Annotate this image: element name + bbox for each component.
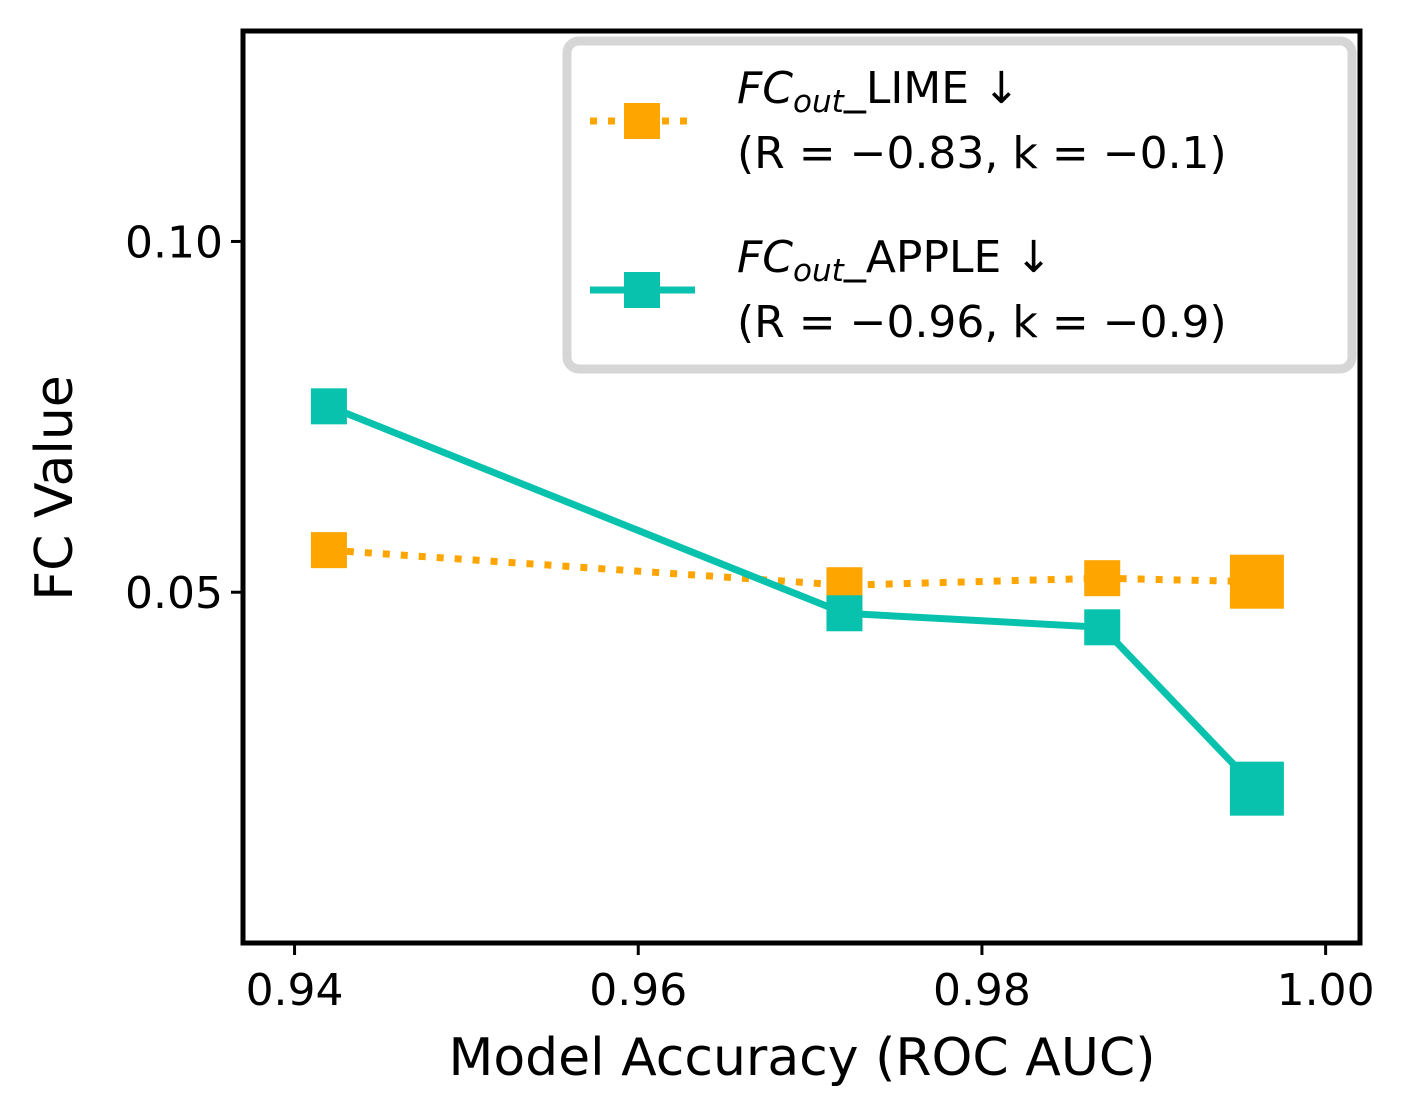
data-point-marker (310, 532, 347, 569)
legend-stats-0: (R = −0.83, k = −0.1) (737, 128, 1227, 179)
series-line-1 (327, 403, 1260, 792)
x-tick-label: 1.00 (1277, 965, 1375, 1016)
data-point-marker (310, 388, 347, 425)
legend: FCout_LIME ↓ (R = −0.83, k = −0.1) FCout_A… (562, 36, 1357, 374)
series-layer (310, 388, 1284, 816)
legend-label-0: FCout_LIME ↓ (737, 63, 1020, 120)
y-axis-label: FC Value (25, 375, 85, 601)
data-point-marker (1229, 554, 1284, 609)
x-axis-label: Model Accuracy (ROC AUC) (448, 1028, 1155, 1088)
x-tick-label: 0.98 (933, 965, 1031, 1016)
data-point-marker (1084, 609, 1121, 646)
legend-label-1: FCout_APPLE ↓ (737, 232, 1052, 289)
legend-marker-1 (624, 272, 660, 308)
plot-frame (240, 28, 1363, 946)
legend-marker-0 (624, 103, 660, 139)
y-tick-label: 0.10 (125, 217, 223, 268)
axis-layer: 0.94 0.96 0.98 1.00 0.05 0.10 (125, 217, 1375, 1016)
data-point-marker (1229, 761, 1284, 816)
y-tick-label: 0.05 (125, 568, 223, 619)
data-point-marker (826, 595, 863, 632)
x-tick-label: 0.96 (589, 965, 687, 1016)
x-tick-label: 0.94 (246, 965, 344, 1016)
legend-stats-1: (R = −0.96, k = −0.9) (737, 297, 1227, 348)
data-point-marker (1084, 560, 1121, 597)
legend-box (562, 36, 1357, 374)
series-line-0 (328, 546, 1257, 589)
